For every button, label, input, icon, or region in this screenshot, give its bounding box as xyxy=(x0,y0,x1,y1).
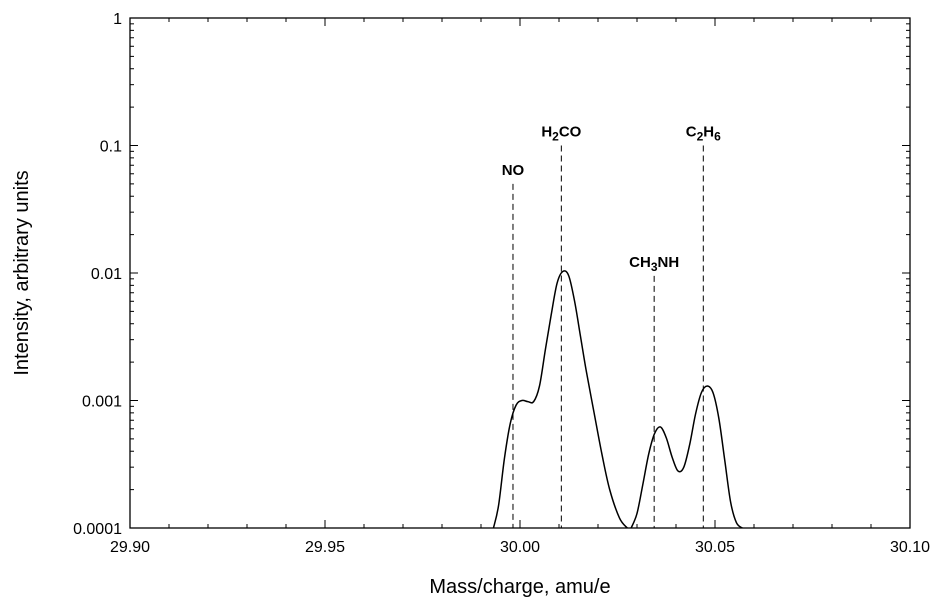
x-axis-title: Mass/charge, amu/e xyxy=(429,576,610,598)
x-tick-label: 30.00 xyxy=(500,539,540,556)
peak-label-subscript: 3 xyxy=(651,260,658,274)
peak-label-subscript: 2 xyxy=(697,130,704,144)
x-tick-label: 30.10 xyxy=(890,539,930,556)
x-tick-label: 29.90 xyxy=(110,539,150,556)
spectrum-line-1 xyxy=(492,270,628,529)
peak-label: NO xyxy=(502,162,525,179)
x-tick-label: 29.95 xyxy=(305,539,345,556)
y-tick-label: 0.1 xyxy=(100,139,122,156)
peak-label-text: C xyxy=(686,124,697,141)
peak-label-subscript: 6 xyxy=(714,130,721,144)
ticks-layer: 29.90 29.95 30.00 30.05 30.10 0.0001 0.001 0.01… xyxy=(73,11,930,556)
y-axis-title: Intensity, arbitrary units xyxy=(11,170,33,375)
peak-label: C2H6 xyxy=(686,124,721,144)
series-layer xyxy=(492,270,743,529)
y-tick-label: 0.0001 xyxy=(73,521,122,538)
x-tick-label: 30.05 xyxy=(695,539,735,556)
y-tick-label: 0.01 xyxy=(91,266,122,283)
peak-label-text: H xyxy=(541,124,552,141)
peak-label-subscript: 2 xyxy=(552,130,559,144)
peak-label-text: CO xyxy=(559,124,582,141)
plot-frame xyxy=(129,17,911,529)
peak-label: CH3NH xyxy=(629,254,679,274)
peak-label-text: NO xyxy=(502,162,525,179)
spectrum-line-2 xyxy=(630,385,743,529)
peak-label-text: CH xyxy=(629,254,651,271)
peak-label-text: NH xyxy=(658,254,680,271)
peak-label: H2CO xyxy=(541,124,581,144)
y-tick-label: 0.001 xyxy=(82,394,122,411)
peak-label-text: H xyxy=(703,124,714,141)
y-tick-label: 1 xyxy=(113,11,122,28)
